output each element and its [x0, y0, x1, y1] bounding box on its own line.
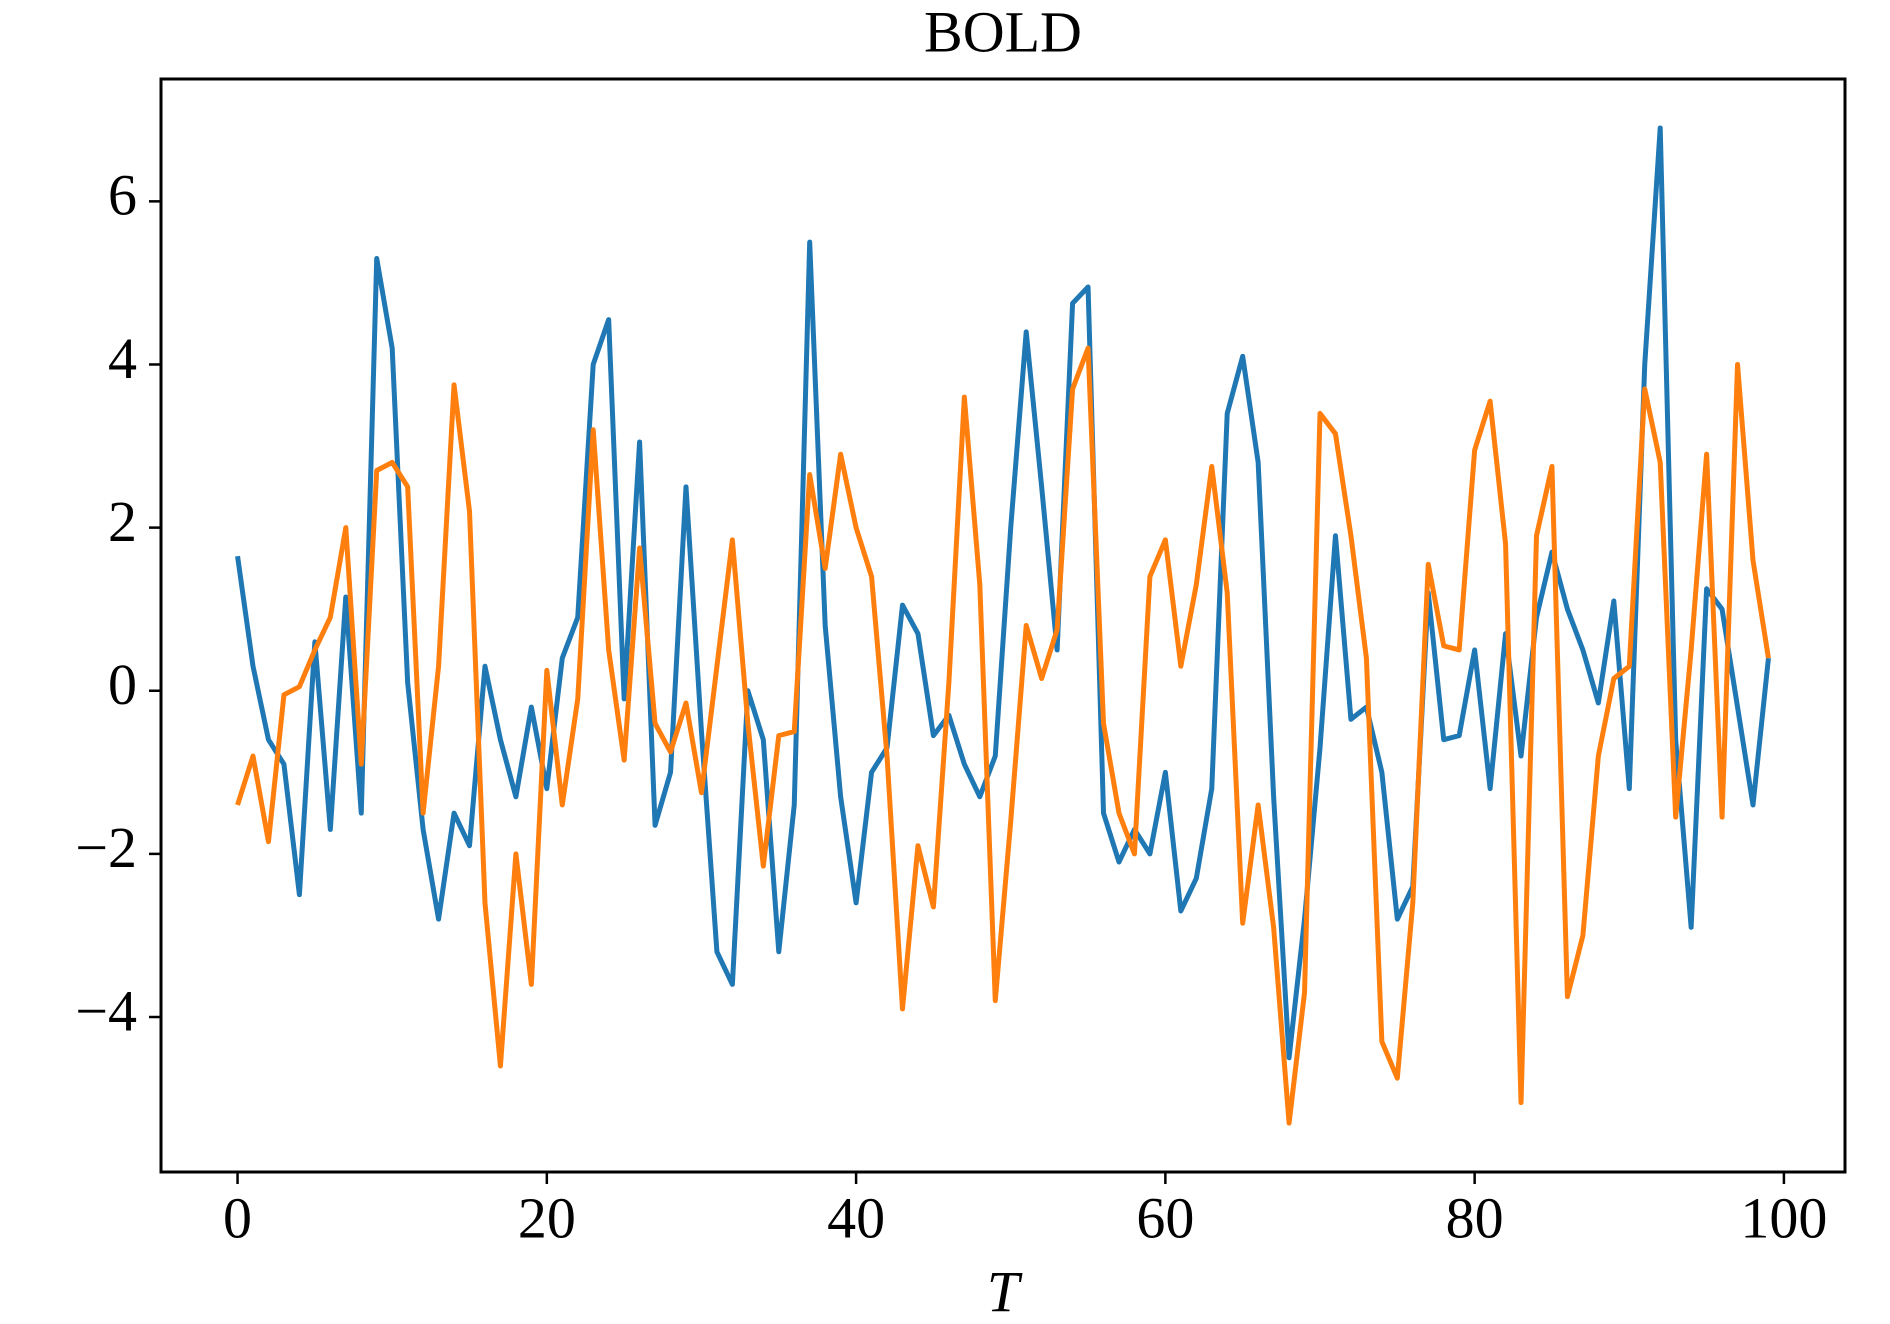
x-tick-label: 20	[518, 1185, 576, 1250]
y-tick-label: 0	[108, 652, 137, 717]
y-tick-label: −4	[75, 978, 137, 1043]
x-tick-label: 0	[223, 1185, 252, 1250]
x-tick-label: 40	[827, 1185, 885, 1250]
x-tick-label: 60	[1136, 1185, 1194, 1250]
data-line	[235, 345, 1771, 1126]
y-tick-label: 4	[108, 326, 137, 391]
x-axis-label: T	[987, 1259, 1023, 1324]
data-line	[235, 125, 1771, 1061]
x-tick-label: 100	[1740, 1185, 1827, 1250]
chart-title: BOLD	[924, 0, 1082, 64]
y-tick-label: −2	[75, 815, 137, 880]
y-tick-label: 2	[108, 489, 137, 554]
x-tick-label: 80	[1446, 1185, 1504, 1250]
plot-frame	[159, 77, 1847, 1174]
y-tick-label: 6	[108, 163, 137, 228]
